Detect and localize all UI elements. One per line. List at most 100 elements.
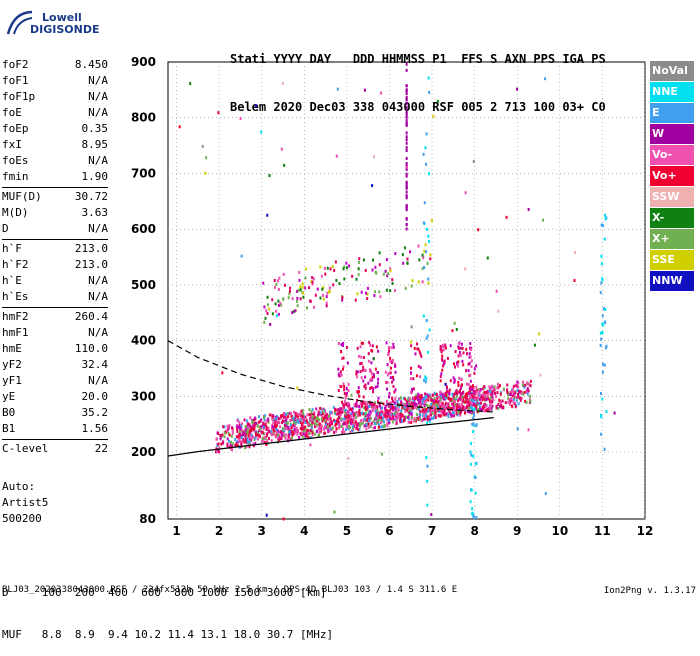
echo-point [226, 437, 229, 441]
echo-point [337, 411, 340, 415]
echo-point [311, 282, 314, 286]
echo-point [444, 402, 447, 406]
echo-point [452, 362, 455, 366]
echo-point [425, 408, 428, 412]
echo-point [341, 296, 344, 300]
echo-point [217, 432, 220, 436]
echo-point [392, 342, 395, 346]
echo-point [483, 394, 486, 398]
echo-point [421, 400, 424, 404]
echo-point [437, 414, 440, 418]
echo-point [316, 429, 319, 433]
echo-point [519, 391, 522, 395]
echo-point [293, 428, 296, 432]
echo-point [298, 278, 301, 282]
echo-point [262, 425, 265, 429]
param-value: 22 [94, 442, 108, 455]
echo-point [470, 442, 473, 446]
param-value: 35.2 [81, 406, 109, 419]
echo-point [370, 377, 373, 381]
echo-point [511, 387, 514, 391]
echo-point [371, 349, 374, 353]
echo-point [341, 298, 344, 302]
echo-point [389, 359, 392, 363]
muf-row: MUF 8.8 8.9 9.4 10.2 11.4 13.1 18.0 30.7… [2, 628, 334, 641]
echo-point [464, 394, 467, 398]
echo-point [262, 422, 265, 426]
echo-point [325, 304, 328, 308]
echo-point [453, 397, 456, 401]
param-row: MUF(D) 30.72 [2, 189, 108, 205]
echo-point [238, 425, 241, 429]
echo-point [329, 290, 332, 294]
echo-point [255, 104, 258, 108]
echo-point [359, 422, 362, 426]
echo-point [393, 401, 396, 405]
echo-point [244, 446, 247, 450]
echo-point [479, 389, 482, 393]
echo-point [387, 411, 390, 415]
echo-point [228, 433, 231, 437]
echo-point [410, 325, 413, 329]
echo-point [298, 270, 301, 274]
echo-point [281, 81, 284, 85]
echo-point [448, 388, 451, 392]
echo-point [421, 280, 424, 284]
echo-point [304, 425, 307, 429]
echo-point [429, 257, 432, 261]
echo-point [247, 441, 250, 445]
echo-point [446, 404, 449, 408]
echo-point [497, 402, 500, 406]
echo-point [415, 403, 418, 407]
echo-point [421, 253, 424, 257]
echo-point [473, 395, 476, 399]
echo-point [491, 404, 494, 408]
echo-point [288, 289, 291, 293]
echo-point [287, 425, 290, 429]
echo-point [437, 399, 440, 403]
echo-point [446, 356, 449, 360]
echo-point [355, 370, 358, 374]
echo-point [332, 405, 335, 409]
echo-point [364, 383, 367, 387]
param-value: N/A [88, 74, 108, 87]
echo-point [294, 424, 297, 428]
echo-point [305, 267, 308, 271]
echo-point [424, 146, 427, 150]
x-tick-label: 11 [594, 524, 611, 538]
echo-point [405, 141, 408, 145]
param-row: D N/A [2, 221, 108, 237]
echo-point [296, 296, 299, 300]
echo-point [395, 413, 398, 417]
echo-point [423, 266, 426, 270]
echo-point [434, 410, 437, 414]
param-row: fmin 1.90 [2, 169, 108, 185]
echo-point [439, 344, 442, 348]
echo-point [316, 417, 319, 421]
echo-point [491, 390, 494, 394]
echo-point [509, 399, 512, 403]
echo-point [498, 398, 501, 402]
echo-point [464, 411, 467, 415]
echo-point [468, 392, 471, 396]
echo-point [252, 435, 255, 439]
echo-point [442, 348, 445, 352]
echo-point [424, 417, 427, 421]
echo-point [427, 234, 430, 238]
echo-point [405, 119, 408, 123]
echo-point [326, 266, 329, 270]
echo-point [544, 492, 547, 496]
echo-point [459, 393, 462, 397]
echo-point [329, 267, 332, 271]
echo-point [311, 420, 314, 424]
echo-point [367, 422, 370, 426]
echo-point [425, 250, 428, 254]
echo-point [472, 513, 475, 517]
echo-point [442, 394, 445, 398]
echo-point [235, 442, 238, 446]
echo-point [475, 406, 478, 410]
echo-point [376, 408, 379, 412]
echo-point [461, 346, 464, 350]
echo-point [456, 393, 459, 397]
echo-point [301, 415, 304, 419]
